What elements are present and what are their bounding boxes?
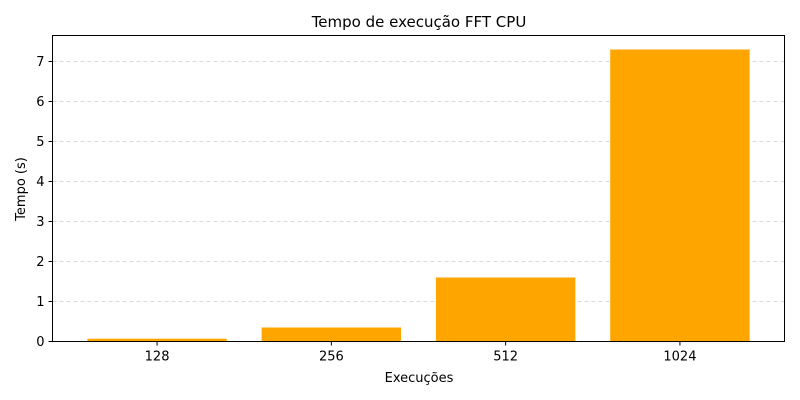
y-axis-label: Tempo (s) — [14, 157, 29, 222]
x-tick-label: 512 — [493, 350, 518, 365]
bar-1024 — [610, 49, 750, 342]
bar-128 — [87, 338, 227, 342]
y-tick-label: 2 — [36, 255, 44, 270]
plot-frame — [52, 35, 785, 342]
x-tick-label: 128 — [145, 350, 170, 365]
x-tick-label: 1024 — [663, 350, 696, 365]
x-axis-label: Execuções — [385, 371, 454, 386]
bar-256 — [261, 327, 402, 342]
bar-512 — [435, 277, 576, 342]
bar-layer — [87, 49, 750, 342]
y-tick-label: 3 — [36, 215, 44, 230]
y-axis: 0 1 2 3 4 5 6 7 — [36, 55, 53, 350]
chart-title: Tempo de execução FFT CPU — [311, 13, 527, 31]
y-tick-label: 7 — [36, 55, 44, 70]
x-tick-label: 256 — [319, 350, 344, 365]
y-tick-label: 5 — [36, 135, 44, 150]
x-axis: 128 256 512 1024 — [145, 341, 696, 365]
grid-layer — [52, 61, 785, 302]
y-tick-label: 4 — [36, 175, 44, 190]
y-tick-label: 1 — [36, 295, 44, 310]
y-tick-label: 6 — [36, 95, 44, 110]
y-tick-label: 0 — [36, 335, 44, 350]
